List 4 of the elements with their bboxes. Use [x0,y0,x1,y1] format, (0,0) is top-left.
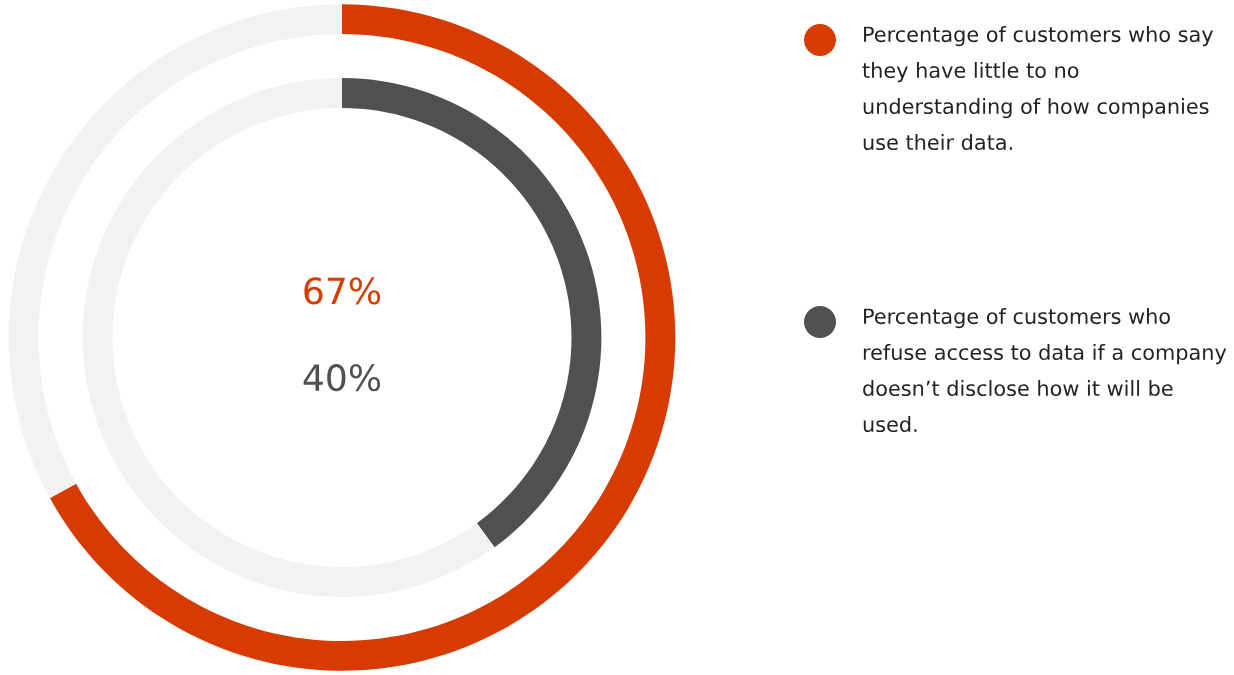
legend-label: Percentage of customers who say they have little to no understanding of how companies use their data. [862,26,1214,151]
text: 67% [304,277,381,305]
text: 40% [303,364,381,392]
legend-label: Percentage of customers who refuse access to data if a company doesn’t disclose how it will be used. [863,308,1227,433]
